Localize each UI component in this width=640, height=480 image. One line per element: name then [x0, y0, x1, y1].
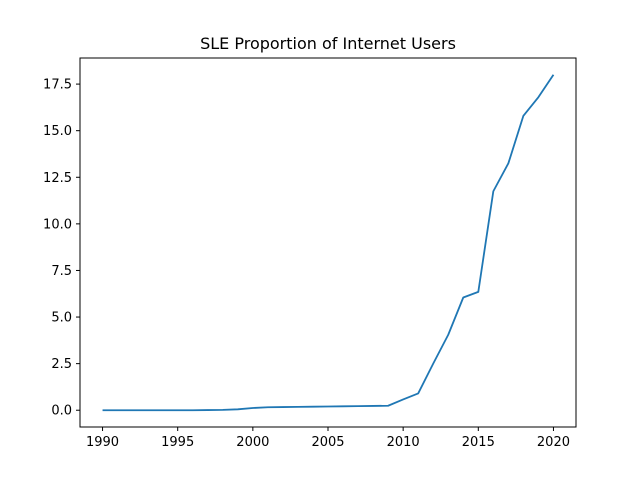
y-tick-label: 12.5 [43, 171, 72, 186]
series-line [102, 74, 555, 412]
x-tick-label: 2020 [537, 435, 570, 450]
y-tick-label: 15.0 [43, 124, 72, 139]
y-tick-label: 5.0 [51, 311, 72, 326]
y-tick-label: 0.0 [51, 404, 72, 419]
y-tick-label: 7.5 [51, 264, 72, 279]
y-tick-label: 2.5 [51, 357, 72, 372]
plot-frame [79, 57, 577, 428]
chart-title: SLE Proportion of Internet Users [200, 34, 456, 53]
x-tick-label: 2005 [311, 435, 344, 450]
x-tick-label: 1995 [161, 435, 194, 450]
x-tick-label: 1990 [86, 435, 119, 450]
x-tick-label: 2010 [387, 435, 420, 450]
y-tick-label: 10.0 [43, 217, 72, 232]
x-tick-label: 2015 [462, 435, 495, 450]
y-tick-label: 17.5 [43, 78, 72, 93]
x-tick-label: 2000 [236, 435, 269, 450]
